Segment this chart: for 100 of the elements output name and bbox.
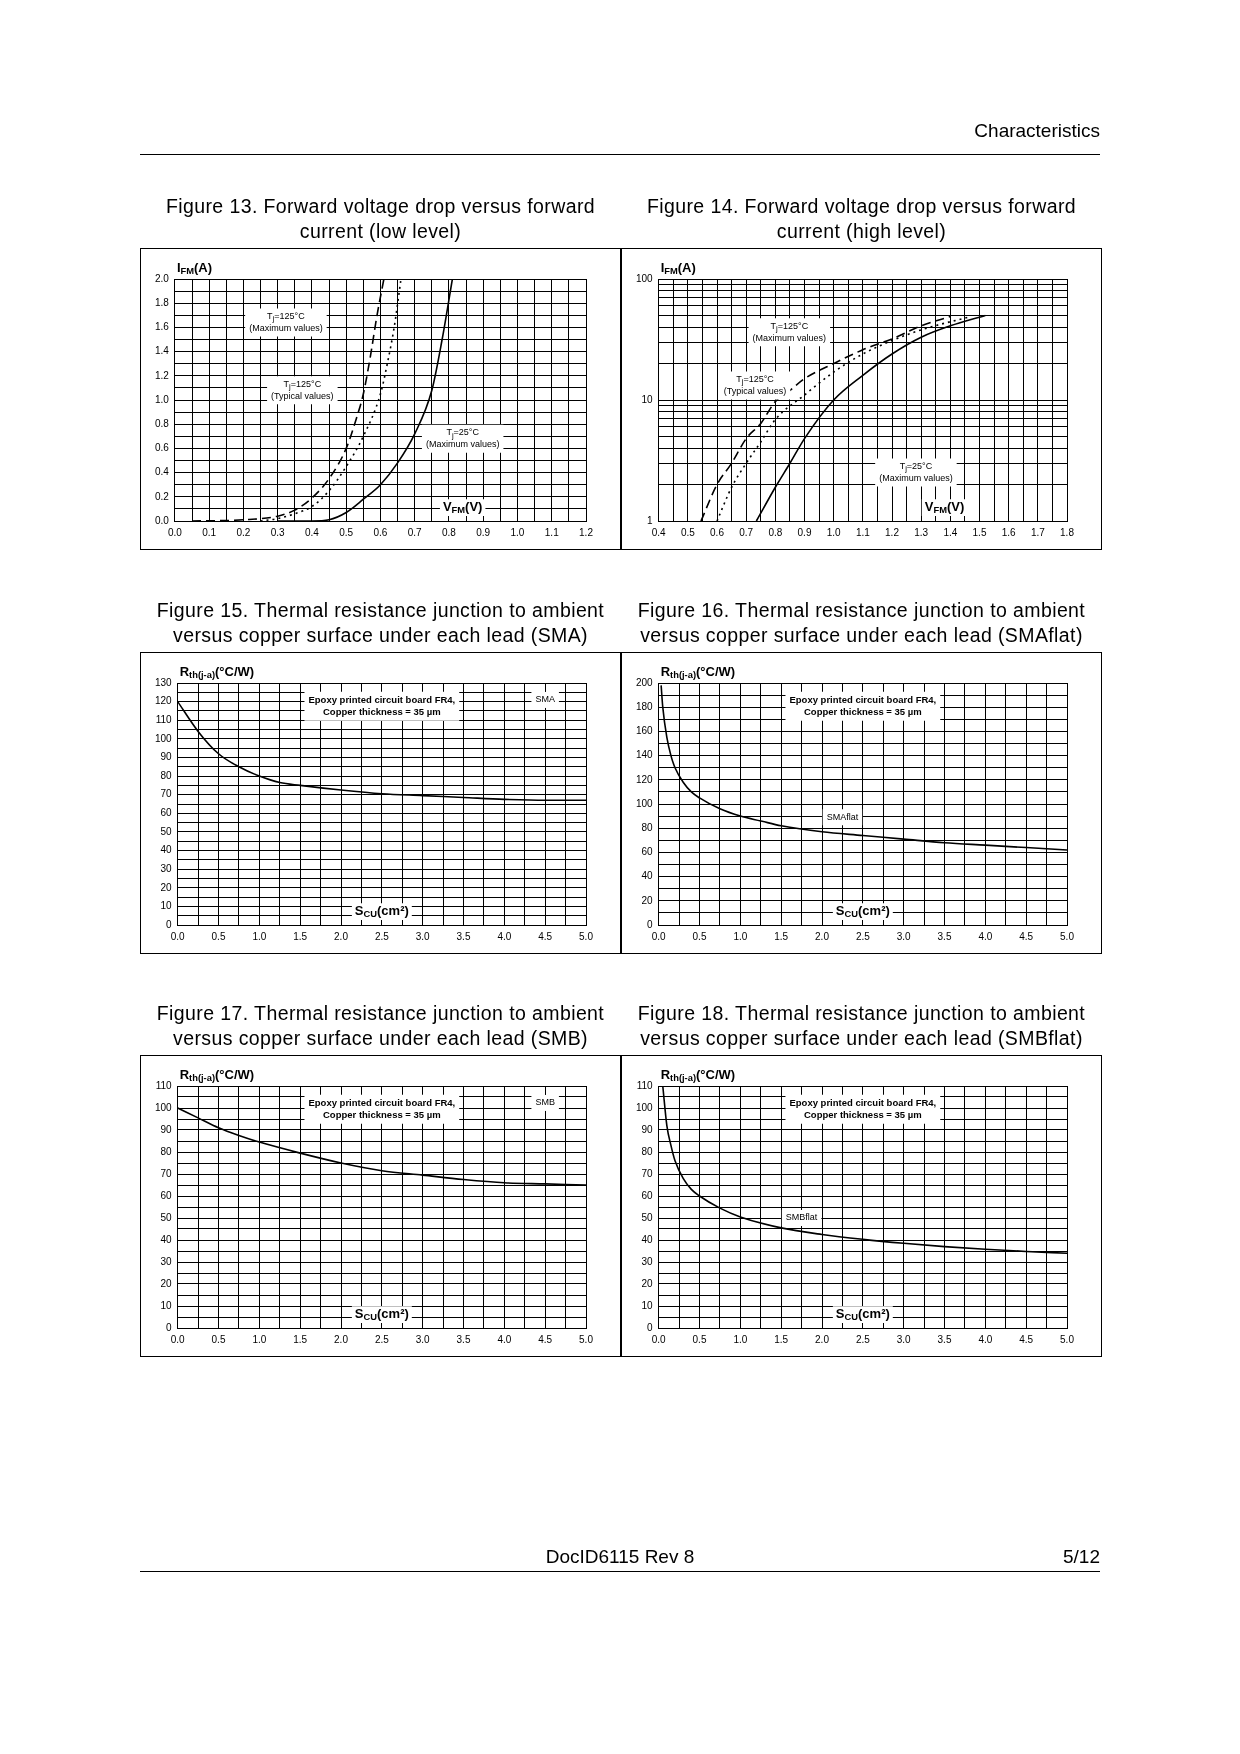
x-tick-label: 2.0 xyxy=(815,930,830,942)
text: Characteristics xyxy=(974,120,1100,142)
x-tick-label: 2.0 xyxy=(334,1333,349,1345)
y-tick-label: 20 xyxy=(641,894,654,906)
chart-title: Figure 13. Forward voltage drop versus forward current (low level) xyxy=(164,194,597,244)
y-tick-label: 0.8 xyxy=(155,417,170,429)
y-tick-label: 80 xyxy=(641,821,654,833)
y-tick-label: 160 xyxy=(636,725,654,737)
y-tick-label: 1.6 xyxy=(155,321,170,333)
x-tick-label: 2.5 xyxy=(374,930,390,942)
x-tick-label: 3.5 xyxy=(456,930,471,942)
y-tick-label: 120 xyxy=(155,695,173,707)
x-tick-label: 5.0 xyxy=(1060,1333,1075,1345)
x-tick-label: 1.0 xyxy=(252,1333,267,1345)
y-tick-label: 90 xyxy=(641,1123,654,1135)
y-tick-label: 60 xyxy=(160,807,173,819)
y-tick-label: 130 xyxy=(155,676,173,688)
y-tick-label: 60 xyxy=(641,846,654,858)
x-tick-label: 4.5 xyxy=(538,930,553,942)
y-tick-label: 0.4 xyxy=(155,466,170,478)
chart-title: Figure 17. Thermal resistance junction to ambient versus copper surface under each lead (SMB) xyxy=(155,1001,606,1051)
chart-title: Figure 15. Thermal resistance junction to ambient versus copper surface under each lead (SMA) xyxy=(155,598,606,648)
y-tick-label: 1.4 xyxy=(155,345,170,357)
y-tick-label: 0.0 xyxy=(155,514,170,526)
y-tick-label: 110 xyxy=(155,713,173,725)
x-tick-label: 0.9 xyxy=(476,526,491,538)
x-tick-label: 1.5 xyxy=(293,930,308,942)
x-tick-label: 1.7 xyxy=(1030,526,1046,538)
x-tick-label: 1.0 xyxy=(252,930,267,942)
y-tick-label: 40 xyxy=(160,844,173,856)
y-tick-label: 0.6 xyxy=(155,442,170,454)
x-tick-label: 0.8 xyxy=(442,526,457,538)
x-tick-label: 0.5 xyxy=(692,930,707,942)
x-tick-label: 0.7 xyxy=(407,526,423,538)
x-tick-label: 1.5 xyxy=(774,1333,789,1345)
y-tick-label: 30 xyxy=(160,862,173,874)
x-tick-label: 5.0 xyxy=(579,1333,594,1345)
annotation: Epoxy printed circuit board FR4, Copper thickness = 35 µm xyxy=(789,1096,937,1121)
x-tick-label: 2.5 xyxy=(374,1333,390,1345)
y-tick-label: 20 xyxy=(160,1277,173,1289)
x-tick-label: 2.0 xyxy=(815,1333,830,1345)
y-tick-label: 50 xyxy=(160,1211,173,1223)
x-tick-label: 1.5 xyxy=(774,930,789,942)
x-tick-label: 3.5 xyxy=(937,930,952,942)
x-tick-label: 5.0 xyxy=(1060,930,1075,942)
y-tick-label: 50 xyxy=(641,1211,654,1223)
x-tick-label: 1.5 xyxy=(293,1333,308,1345)
x-tick-label: 4.5 xyxy=(1019,1333,1034,1345)
x-tick-label: 0.5 xyxy=(211,1333,226,1345)
y-tick-label: 80 xyxy=(641,1145,654,1157)
annotation: Epoxy printed circuit board FR4, Copper thickness = 35 µm xyxy=(789,693,937,718)
y-tick-label: 1.8 xyxy=(155,296,170,308)
x-tick-label: 0.5 xyxy=(211,930,226,942)
x-tick-label: 3.0 xyxy=(896,930,912,942)
x-tick-label: 5.0 xyxy=(579,930,594,942)
y-tick-label: 70 xyxy=(160,788,173,800)
x-tick-label: 1.2 xyxy=(579,526,594,538)
y-tick-label: 2.0 xyxy=(155,272,170,284)
x-tick-label: 0.9 xyxy=(797,526,812,538)
y-tick-label: 80 xyxy=(160,769,173,781)
x-tick-label: 1.0 xyxy=(826,526,842,538)
x-tick-label: 4.0 xyxy=(497,930,512,942)
y-tick-label: 60 xyxy=(160,1189,173,1201)
x-tick-label: 3.5 xyxy=(456,1333,471,1345)
annotation: Epoxy printed circuit board FR4, Copper thickness = 35 µm xyxy=(308,693,456,718)
y-tick-label: 80 xyxy=(160,1145,173,1157)
x-tick-label: 1.1 xyxy=(855,526,871,538)
chart-title: Figure 16. Thermal resistance junction to ambient versus copper surface under each lead (SMAflat) xyxy=(636,598,1087,648)
annotation: SMAflat xyxy=(826,811,859,822)
y-tick-label: 70 xyxy=(641,1167,654,1179)
y-tick-label: 100 xyxy=(155,1101,173,1113)
y-tick-label: 40 xyxy=(641,870,654,882)
x-tick-label: 0.4 xyxy=(304,526,320,538)
y-tick-label: 0 xyxy=(166,1321,173,1333)
y-tick-label: 100 xyxy=(636,797,654,809)
chart-title: Figure 14. Forward voltage drop versus forward current (high level) xyxy=(645,194,1078,244)
y-tick-label: 10 xyxy=(160,1299,173,1311)
x-tick-label: 3.0 xyxy=(415,1333,431,1345)
y-tick-label: 50 xyxy=(160,825,173,837)
x-tick-label: 2.0 xyxy=(334,930,349,942)
y-tick-label: 10 xyxy=(641,393,654,405)
x-tick-label: 0.5 xyxy=(692,1333,707,1345)
y-tick-label: 1 xyxy=(647,514,654,526)
y-tick-label: 90 xyxy=(160,751,173,763)
y-tick-label: 0.2 xyxy=(155,490,170,502)
annotation: Epoxy printed circuit board FR4, Copper thickness = 35 µm xyxy=(308,1096,456,1121)
x-tick-label: 0.6 xyxy=(710,526,725,538)
y-tick-label: 0 xyxy=(647,1321,654,1333)
y-tick-label: 90 xyxy=(160,1123,173,1135)
x-tick-label: 4.5 xyxy=(538,1333,553,1345)
x-tick-label: 1.0 xyxy=(733,1333,748,1345)
y-tick-label: 1.2 xyxy=(155,369,170,381)
y-tick-label: 1.0 xyxy=(155,393,170,405)
x-tick-label: 3.5 xyxy=(937,1333,952,1345)
y-tick-label: 110 xyxy=(155,1079,173,1091)
y-tick-label: 20 xyxy=(160,881,173,893)
x-tick-label: 1.4 xyxy=(943,526,958,538)
x-tick-label: 1.0 xyxy=(510,526,525,538)
x-tick-label: 1.1 xyxy=(544,526,560,538)
y-tick-label: 40 xyxy=(160,1233,173,1245)
